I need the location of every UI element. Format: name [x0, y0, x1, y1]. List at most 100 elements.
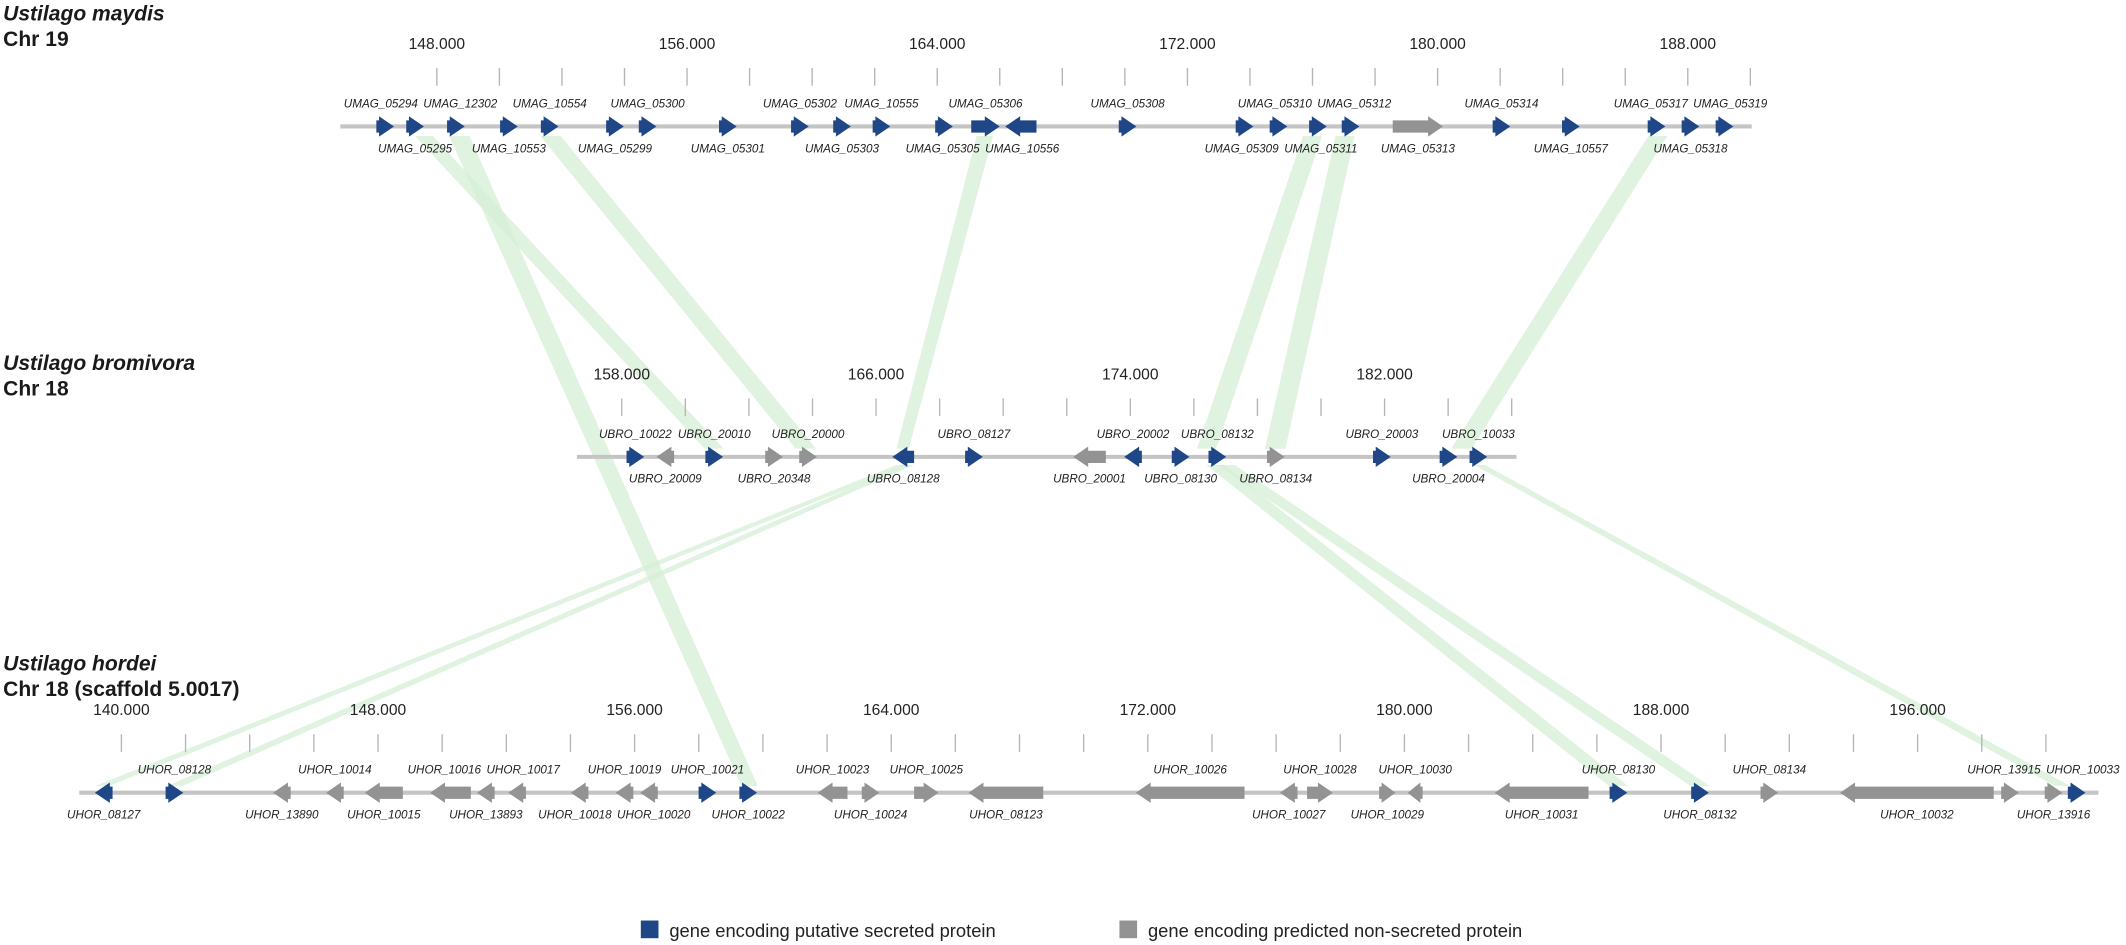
gene-arrow-umag-05301	[718, 116, 737, 137]
chromosome-label: Chr 19	[3, 28, 69, 51]
axis-tick-label: 148.000	[409, 36, 466, 53]
chromosome-label: Chr 18	[3, 378, 69, 401]
gene-arrow-ubro-20001	[1073, 446, 1106, 468]
gene-arrow-uhor-10020	[640, 782, 658, 803]
gene-label: UMAG_05299	[578, 142, 653, 155]
gene-label: UMAG_05313	[1381, 142, 1456, 155]
gene-label: UBRO_20009	[629, 473, 702, 486]
gene-label: UMAG_05305	[906, 142, 981, 155]
species-name: Ustilago bromivora	[3, 352, 195, 375]
gene-arrow-ubro-20004	[1439, 446, 1458, 468]
axis-tick-label: 188.000	[1660, 36, 1717, 53]
gene-label: UBRO_08132	[1181, 428, 1254, 441]
gene-label: UHOR_13890	[245, 809, 319, 822]
gene-arrow-uhor-13916	[2044, 782, 2063, 803]
gene-label: UMAG_05300	[611, 97, 686, 110]
axis-tick-label: 156.000	[659, 36, 716, 53]
gene-arrow-uhor-10026	[1135, 782, 1245, 803]
gene-arrow-umag-05299	[606, 116, 624, 137]
gene-label: UMAG_05318	[1653, 142, 1728, 155]
gene-arrow-uhor-10025	[914, 782, 939, 803]
synteny-band	[1196, 135, 1323, 449]
gene-label: UHOR_08127	[67, 809, 141, 822]
gene-label: UHOR_10029	[1351, 809, 1425, 822]
gene-label: UMAG_10557	[1534, 142, 1609, 155]
gene-label: UMAG_05295	[378, 142, 453, 155]
gene-arrow-uhor-10015	[364, 782, 403, 803]
legend-swatch-non-secreted	[1119, 920, 1138, 939]
gene-label: UMAG_05302	[763, 97, 838, 110]
gene-label: UMAG_10553	[472, 142, 547, 155]
axis-tick-label: 172.000	[1120, 702, 1177, 719]
synteny-band	[449, 135, 758, 786]
gene-label: UBRO_08127	[938, 428, 1011, 441]
legend: gene encoding putative secreted protein …	[640, 920, 1522, 941]
gene-label: UHOR_08130	[1582, 764, 1656, 777]
gene-arrow-uhor-10022	[739, 782, 758, 803]
axis-tick-label: 140.000	[93, 702, 150, 719]
gene-arrow-umag-05318	[1681, 116, 1700, 137]
axis-tick-label: 156.000	[606, 702, 663, 719]
gene-arrow-umag-05305	[935, 116, 953, 137]
gene-arrow-uhor-10029	[1379, 782, 1396, 803]
gene-label: UHOR_10015	[347, 809, 421, 822]
gene-arrow-uhor-13890	[273, 782, 291, 803]
gene-arrow-ubro-08128	[892, 446, 915, 468]
gene-label: UHOR_10014	[298, 764, 372, 777]
gene-arrow-umag-05294	[376, 116, 395, 137]
gene-arrow-uhor-10016	[430, 782, 471, 803]
gene-label: UBRO_08128	[867, 473, 940, 486]
gene-arrow-umag-05312	[1341, 116, 1360, 137]
gene-arrow-uhor-10027	[1279, 782, 1298, 803]
legend-swatch-secreted	[640, 920, 659, 939]
gene-arrow-uhor-10021	[698, 782, 717, 803]
gene-arrow-umag-10556	[1005, 116, 1037, 137]
gene-arrow-uhor-10032	[1840, 782, 1994, 803]
gene-arrow-uhor-10023	[817, 782, 848, 803]
gene-arrow-umag-05314	[1492, 116, 1511, 137]
synteny-bands	[95, 135, 2070, 786]
gene-arrow-uhor-13915	[2001, 782, 2019, 803]
gene-arrow-ubro-20002	[1124, 446, 1142, 468]
gene-arrow-ubro-20009	[656, 446, 675, 468]
gene-label: UHOR_08132	[1663, 809, 1737, 822]
gene-arrow-ubro-20000	[799, 446, 817, 468]
gene-arrow-uhor-10033	[2067, 782, 2086, 803]
gene-label: UMAG_05306	[948, 97, 1023, 110]
gene-label: UBRO_20003	[1345, 428, 1418, 441]
gene-arrow-ubro-08130	[1171, 446, 1190, 468]
gene-label: UHOR_10033	[2046, 764, 2120, 777]
chromosome-label: Chr 18 (scaffold 5.0017)	[3, 678, 239, 701]
gene-label: UMAG_05312	[1317, 97, 1392, 110]
gene-arrow-uhor-08134	[1760, 782, 1779, 803]
gene-label: UBRO_08130	[1144, 473, 1217, 486]
synteny-band	[95, 465, 908, 786]
gene-arrow-umag-05310	[1269, 116, 1288, 137]
gene-arrow-uhor-10019	[615, 782, 634, 803]
gene-arrow-uhor-10018	[570, 782, 589, 803]
gene-label: UHOR_10017	[486, 764, 560, 777]
gene-arrow-uhor-10028	[1307, 782, 1333, 803]
gene-label: UMAG_10556	[985, 142, 1060, 155]
gene-arrow-umag-05295	[406, 116, 424, 137]
gene-arrow-uhor-10017	[508, 782, 526, 803]
gene-label: UMAG_05310	[1238, 97, 1313, 110]
gene-label: UMAG_10555	[844, 97, 919, 110]
axis-tick-label: 182.000	[1356, 366, 1413, 383]
gene-arrow-uhor-08130	[1609, 782, 1628, 803]
gene-label: UHOR_10031	[1505, 809, 1578, 822]
gene-arrow-uhor-10014	[326, 782, 344, 803]
axis-tick-label: 180.000	[1376, 702, 1433, 719]
gene-arrow-uhor-10030	[1407, 782, 1423, 803]
gene-label: UBRO_20002	[1097, 428, 1170, 441]
gene-label: UHOR_10020	[617, 809, 691, 822]
synteny-band	[1474, 465, 2070, 786]
gene-label: UMAG_05319	[1693, 97, 1768, 110]
gene-arrow-ubro-10033	[1469, 446, 1488, 468]
gene-arrow-umag-05313	[1392, 116, 1444, 137]
gene-arrow-umag-05311	[1309, 116, 1327, 137]
gene-label: UMAG_05308	[1091, 97, 1166, 110]
gene-arrow-uhor-10031	[1494, 782, 1589, 803]
gene-arrow-umag-10557	[1562, 116, 1580, 137]
